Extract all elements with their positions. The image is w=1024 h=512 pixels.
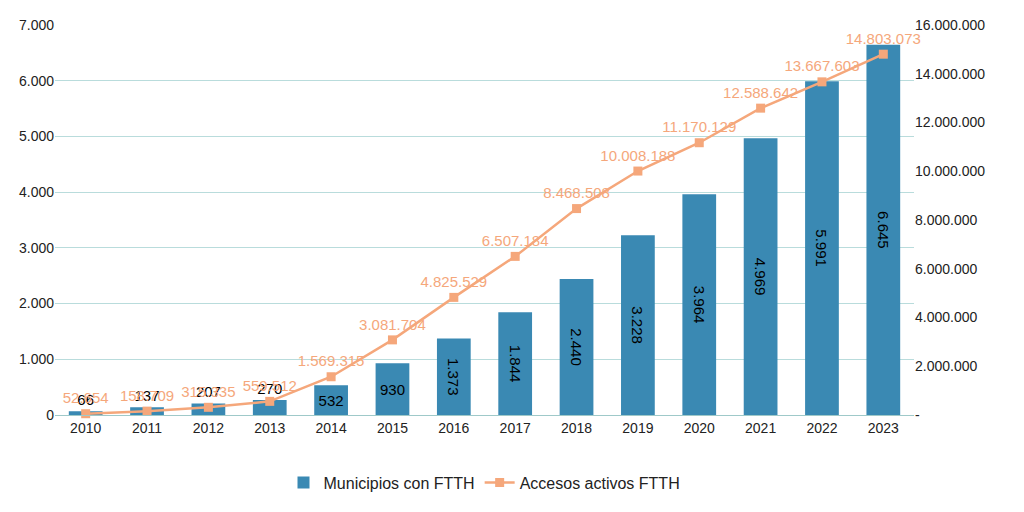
svg-text:5.991: 5.991 <box>813 229 830 267</box>
svg-text:315.335: 315.335 <box>181 383 235 400</box>
svg-text:10.008.188: 10.008.188 <box>600 147 675 164</box>
svg-text:Municipios con FTTH: Municipios con FTTH <box>324 475 475 492</box>
svg-text:2015: 2015 <box>377 420 408 436</box>
svg-text:5.000: 5.000 <box>19 128 54 144</box>
svg-text:52.654: 52.654 <box>63 389 109 406</box>
svg-text:13.667.603: 13.667.603 <box>784 57 859 74</box>
svg-text:2017: 2017 <box>500 420 531 436</box>
svg-text:930: 930 <box>380 381 405 398</box>
svg-text:1.373: 1.373 <box>445 358 462 396</box>
svg-text:2016: 2016 <box>438 420 469 436</box>
svg-text:6.507.184: 6.507.184 <box>482 232 549 249</box>
svg-text:3.081.704: 3.081.704 <box>359 316 426 333</box>
svg-text:Accesos activos FTTH: Accesos activos FTTH <box>520 475 680 492</box>
svg-text:2.000.000: 2.000.000 <box>915 358 977 374</box>
svg-text:2.440: 2.440 <box>568 328 585 366</box>
svg-text:6.000.000: 6.000.000 <box>915 261 977 277</box>
svg-text:6.645: 6.645 <box>875 211 892 249</box>
svg-text:532: 532 <box>319 392 344 409</box>
svg-text:2013: 2013 <box>254 420 285 436</box>
svg-text:14.000.000: 14.000.000 <box>915 66 985 82</box>
svg-text:2011: 2011 <box>132 420 162 436</box>
svg-text:3.964: 3.964 <box>691 286 708 324</box>
svg-text:2012: 2012 <box>193 420 224 436</box>
svg-text:2014: 2014 <box>316 420 347 436</box>
svg-text:4.969: 4.969 <box>752 258 769 296</box>
svg-text:3.000: 3.000 <box>19 240 54 256</box>
svg-text:1.844: 1.844 <box>507 345 524 383</box>
svg-text:270: 270 <box>257 380 282 397</box>
svg-text:4.000.000: 4.000.000 <box>915 309 977 325</box>
svg-text:2010: 2010 <box>70 420 101 436</box>
svg-text:2.000: 2.000 <box>19 295 54 311</box>
svg-text:14.803.073: 14.803.073 <box>846 30 921 47</box>
svg-text:3.228: 3.228 <box>629 306 646 344</box>
svg-text:2021: 2021 <box>745 420 776 436</box>
svg-text:2022: 2022 <box>806 420 837 436</box>
svg-text:207: 207 <box>196 383 221 400</box>
svg-text:559.512: 559.512 <box>243 377 297 394</box>
svg-text:7.000: 7.000 <box>19 17 54 33</box>
svg-text:137: 137 <box>135 387 160 404</box>
svg-text:1.000: 1.000 <box>19 351 54 367</box>
svg-text:4.000: 4.000 <box>19 184 54 200</box>
svg-text:12.000.000: 12.000.000 <box>915 114 985 130</box>
svg-text:2023: 2023 <box>868 420 899 436</box>
svg-text:12.588.642: 12.588.642 <box>723 84 798 101</box>
svg-text:16.000.000: 16.000.000 <box>915 17 985 33</box>
svg-text:10.000.000: 10.000.000 <box>915 163 985 179</box>
svg-text:4.825.529: 4.825.529 <box>420 273 487 290</box>
svg-text:66: 66 <box>77 391 94 408</box>
svg-text:158.709: 158.709 <box>120 387 174 404</box>
svg-text:2018: 2018 <box>561 420 592 436</box>
svg-text:2019: 2019 <box>622 420 653 436</box>
svg-text:-: - <box>915 407 920 423</box>
svg-text:11.170.129: 11.170.129 <box>662 118 736 135</box>
svg-text:0: 0 <box>46 407 54 423</box>
svg-text:8.000.000: 8.000.000 <box>915 212 977 228</box>
svg-text:2020: 2020 <box>684 420 715 436</box>
svg-text:6.000: 6.000 <box>19 73 54 89</box>
svg-text:8.468.508: 8.468.508 <box>543 184 610 201</box>
svg-text:1.569.315: 1.569.315 <box>298 352 365 369</box>
